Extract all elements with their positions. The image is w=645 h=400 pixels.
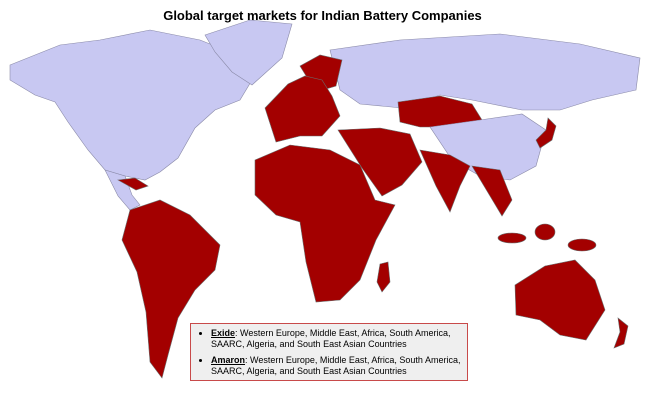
southeast-asia: [471, 165, 513, 217]
market-list: : Western Europe, Middle East, Africa, S…: [211, 328, 451, 349]
new-zealand: [613, 317, 629, 349]
legend-item: Amaron: Western Europe, Middle East, Afr…: [211, 355, 461, 377]
western-europe: [264, 75, 341, 143]
north-america: [9, 29, 256, 181]
south-america: [121, 199, 221, 379]
borneo: [534, 223, 556, 241]
company-name: Amaron: [211, 355, 246, 365]
russia: [329, 33, 641, 111]
central-america: [104, 169, 141, 211]
caribbean: [117, 177, 149, 191]
greenland: [204, 19, 293, 86]
japan: [535, 117, 557, 149]
madagascar: [376, 261, 391, 293]
legend: Exide: Western Europe, Middle East, Afri…: [190, 323, 468, 381]
map-title: Global target markets for Indian Battery…: [163, 8, 482, 23]
indonesia: [497, 232, 527, 244]
new-guinea: [567, 238, 597, 252]
legend-item: Exide: Western Europe, Middle East, Afri…: [211, 328, 461, 350]
middle-east: [337, 127, 423, 197]
india: [419, 149, 471, 213]
market-list: : Western Europe, Middle East, Africa, S…: [211, 355, 461, 376]
australia: [514, 259, 606, 341]
company-name: Exide: [211, 328, 236, 338]
africa: [254, 144, 396, 303]
